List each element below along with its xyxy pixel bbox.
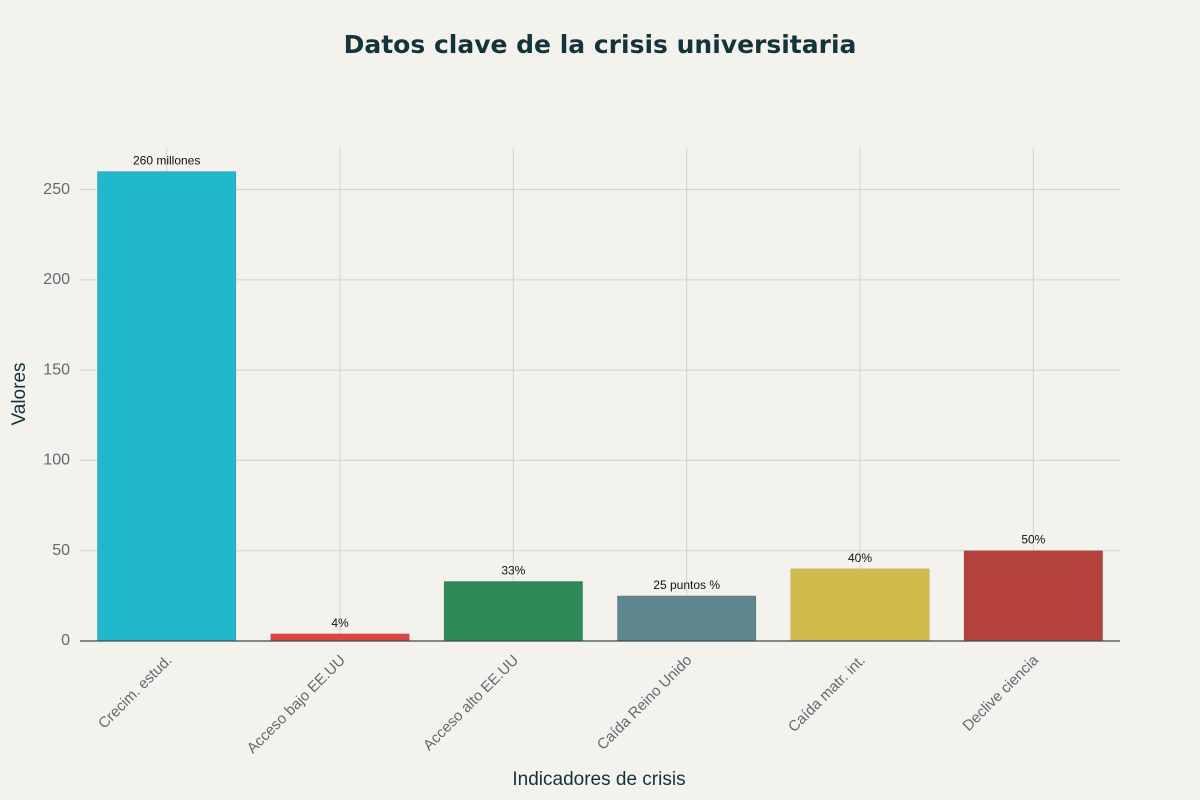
bar [443,581,583,642]
y-tick-label: 0 [61,632,70,649]
x-tick-label: Declive ciencia [959,651,1042,734]
bar-data-label: 25 puntos % [653,578,720,592]
x-tick-label: Acceso alto EE.UU [420,652,522,754]
x-tick-label: Crecim. estud. [95,652,175,732]
bar [270,633,410,642]
x-tick-label: Caída Reino Unido [594,652,696,754]
bar [97,171,237,642]
y-tick-label: 50 [52,542,70,559]
x-axis-ticks: Crecim. estud. Acceso bajo EE.UU Acceso al… [95,651,1043,757]
bar-data-label: 40% [848,551,872,565]
y-tick-label: 250 [43,181,70,198]
y-tick-label: 150 [43,361,70,378]
bar-data-label: 4% [331,616,349,630]
y-tick-label: 200 [43,271,70,288]
x-tick-label: Caída matr. int. [785,652,869,736]
y-tick-label: 100 [43,452,70,469]
bar-data-label: 33% [501,563,525,577]
x-axis-title: Indicadores de crisis [512,769,685,790]
bar-data-label: 50% [1021,533,1045,547]
y-axis-ticks: 0 50 100 150 200 250 [43,181,70,649]
x-tick-label: Acceso bajo EE.UU [244,652,349,757]
data-labels: 260 millones 4% 33% 25 puntos % 40% 50% [133,153,1046,629]
bar [963,550,1103,642]
bars [97,171,1103,642]
bar-data-label: 260 millones [133,153,200,167]
y-axis-title: Valores [9,362,30,425]
bar [617,595,757,642]
bar [790,568,930,642]
chart-title: Datos clave de la crisis universitaria [343,30,857,59]
